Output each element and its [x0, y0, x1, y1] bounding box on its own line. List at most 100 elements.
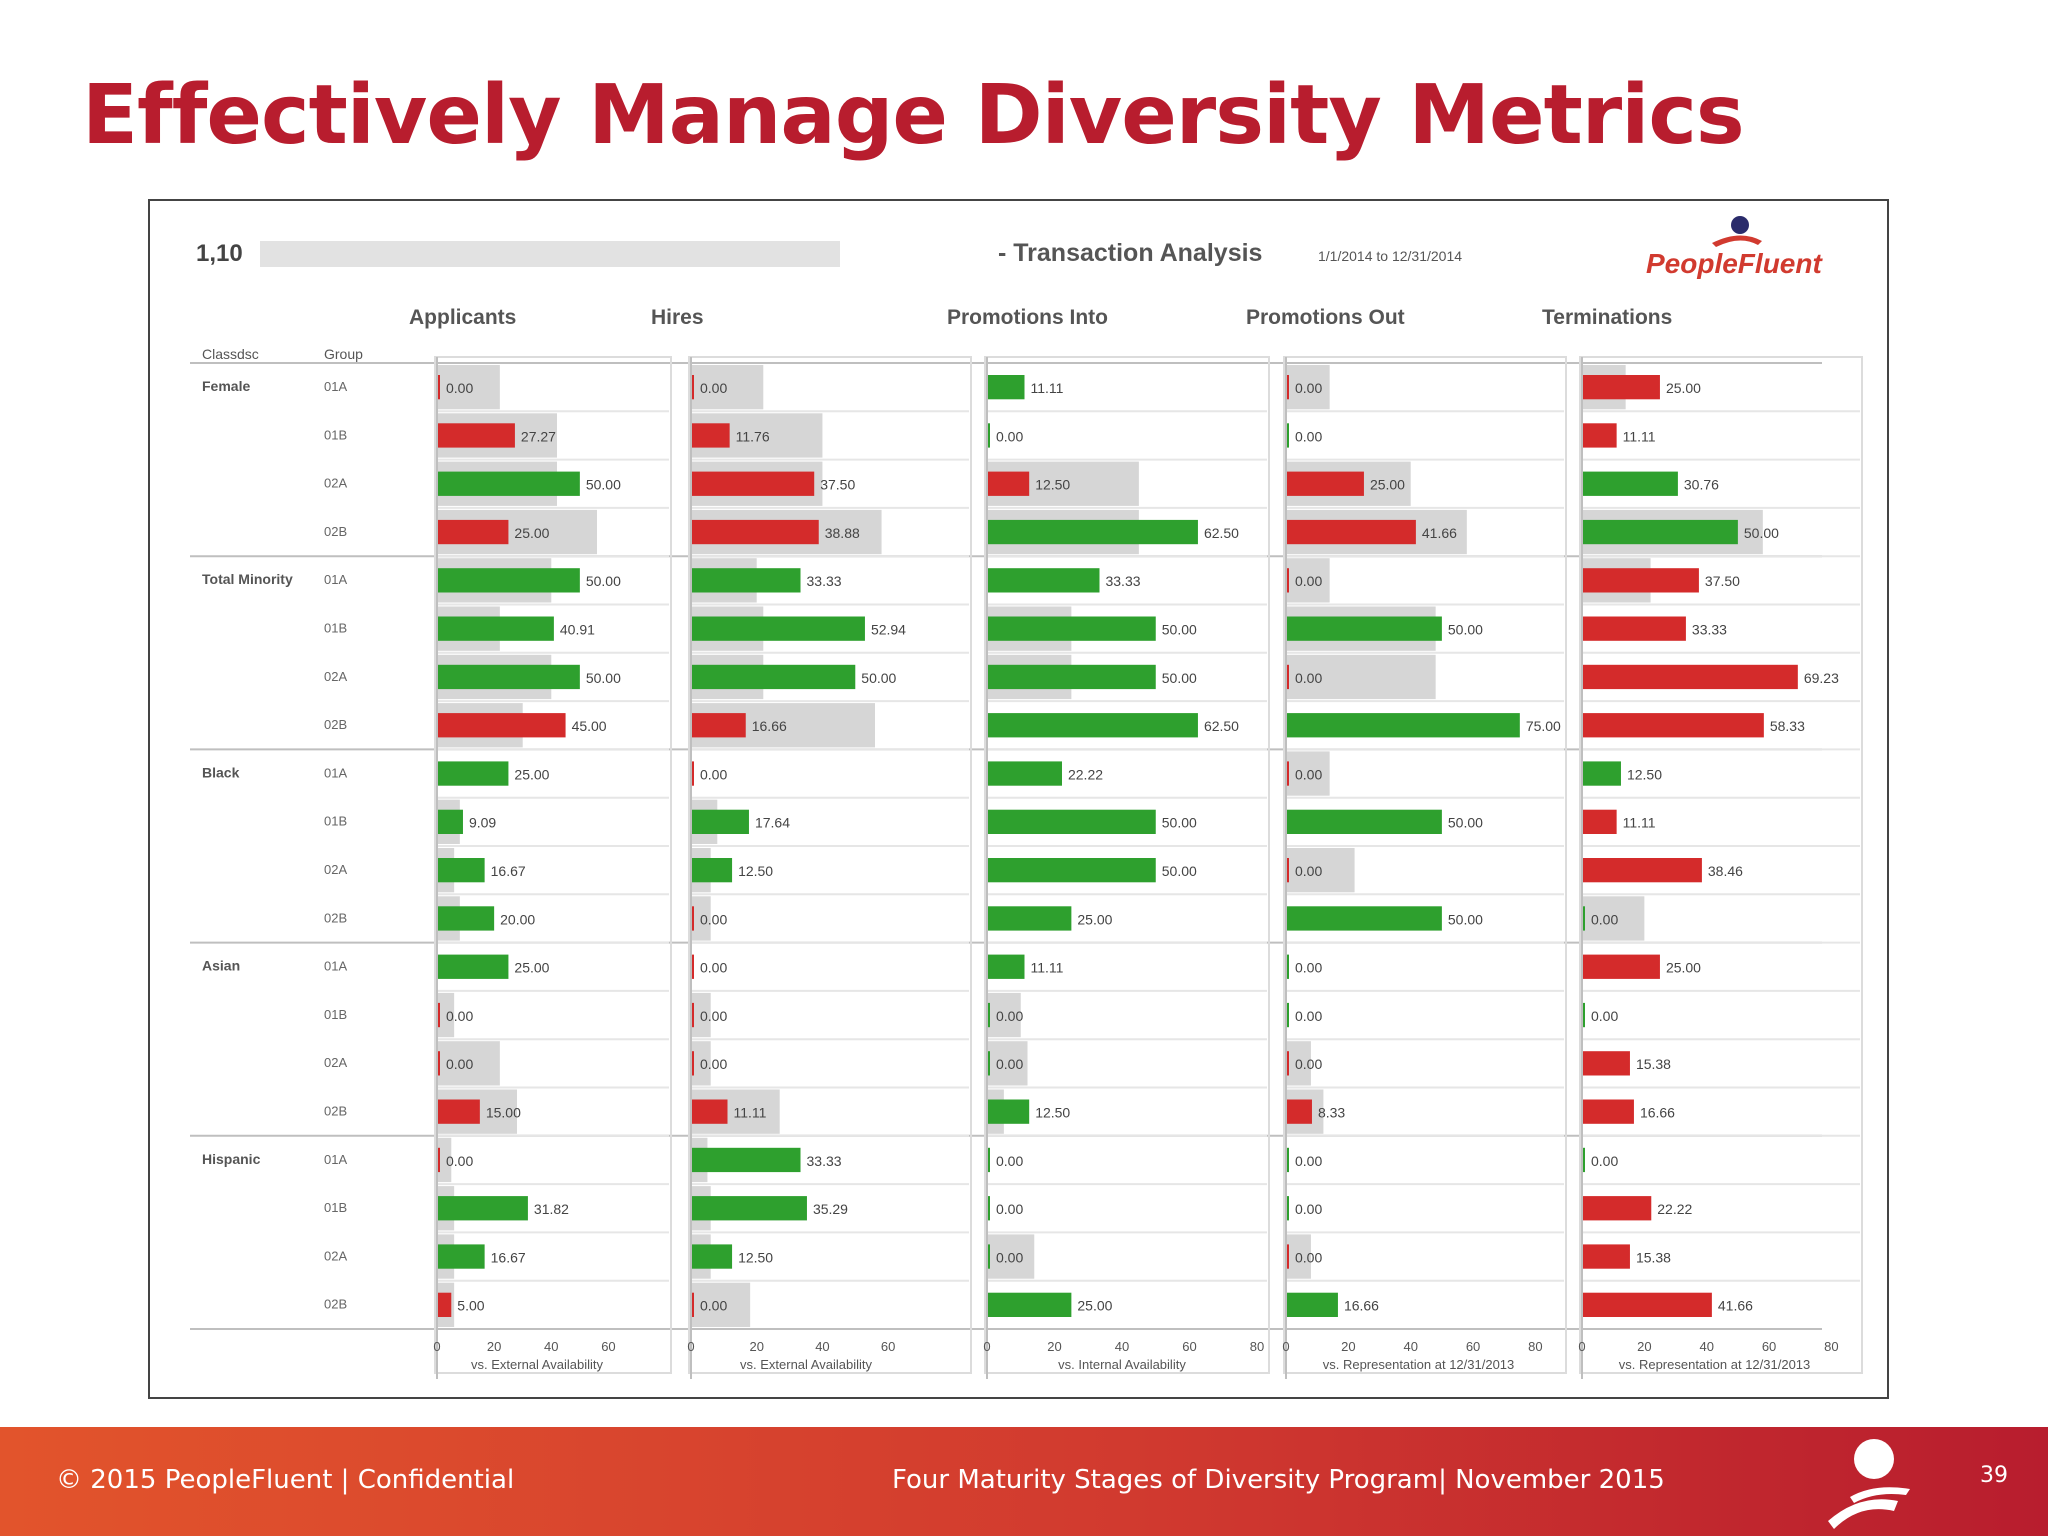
- value-bar: [1582, 1196, 1652, 1221]
- peoplefluent-logo: PeopleFluent: [1646, 216, 1823, 279]
- panel-promotions-into: Promotions Into 11.11 0.00 12.50 62.50 33.33 5…: [947, 306, 1270, 1379]
- value-bar: [437, 761, 509, 786]
- value-label: 8.33: [1318, 1105, 1345, 1121]
- value-label: 31.82: [534, 1201, 569, 1217]
- value-label: 0.00: [1295, 1249, 1322, 1265]
- baseline-bar: [1582, 896, 1645, 941]
- group-label: 02B: [324, 1297, 347, 1312]
- tick-label: 0: [687, 1339, 694, 1354]
- value-label: 38.46: [1708, 863, 1743, 879]
- value-bar: [691, 1002, 694, 1028]
- tick-label: 60: [1762, 1339, 1776, 1354]
- slide-title: Effectively Manage Diversity Metrics: [82, 68, 1745, 163]
- value-bar: [987, 664, 1156, 690]
- value-bar: [437, 568, 580, 593]
- tick-label: 0: [433, 1339, 440, 1354]
- footer-program: Four Maturity Stages of Diversity Progra…: [892, 1465, 1665, 1495]
- value-bar: [437, 809, 463, 834]
- value-label: 16.66: [752, 718, 787, 734]
- tick-label: 0: [983, 1339, 990, 1354]
- class-label: Female: [202, 378, 250, 394]
- value-bar: [987, 1147, 990, 1173]
- group-label: 01A: [324, 959, 347, 974]
- report-frame: 1,10 - Transaction Analysis 1/1/2014 to …: [148, 199, 1889, 1399]
- report-id: 1,10: [196, 240, 243, 267]
- report-title: - Transaction Analysis: [998, 239, 1262, 267]
- value-label: 50.00: [1448, 815, 1483, 831]
- value-bar: [437, 954, 509, 979]
- panel-title: Terminations: [1542, 306, 1672, 329]
- value-bar: [1286, 761, 1289, 786]
- x-axis-label: vs. External Availability: [740, 1357, 872, 1372]
- value-label: 20.00: [500, 911, 535, 927]
- value-label: 62.50: [1204, 525, 1239, 541]
- group-label: 01A: [324, 572, 347, 587]
- group-label: 02B: [324, 717, 347, 732]
- panel-promotions-out: Promotions Out 0.00 0.00 25.00 41.66 0.00 50.0…: [1246, 306, 1567, 1379]
- tick-label: 20: [1341, 1339, 1355, 1354]
- value-bar: [1286, 906, 1442, 931]
- value-label: 0.00: [1295, 960, 1322, 976]
- value-bar: [691, 906, 694, 931]
- group-label: 01B: [324, 1007, 347, 1022]
- value-label: 25.00: [1077, 911, 1112, 927]
- value-label: 9.09: [469, 815, 496, 831]
- value-bar: [1286, 568, 1289, 593]
- classdsc-header: Classdsc: [202, 346, 259, 362]
- x-axis-label: vs. External Availability: [471, 1357, 603, 1372]
- value-label: 0.00: [1295, 670, 1322, 686]
- panel-applicants: Applicants 0.00 27.27 50.00 25.00 50.00 40.91 5…: [409, 306, 672, 1379]
- value-label: 30.76: [1684, 477, 1719, 493]
- value-label: 69.23: [1804, 670, 1839, 686]
- value-label: 38.88: [825, 525, 860, 541]
- value-bar: [691, 858, 733, 883]
- group-label: 02A: [324, 476, 347, 491]
- value-label: 16.67: [491, 863, 526, 879]
- value-label: 0.00: [1295, 380, 1322, 396]
- value-label: 0.00: [1591, 1008, 1618, 1024]
- value-label: 0.00: [1295, 428, 1322, 444]
- value-bar: [437, 375, 440, 400]
- value-label: 50.00: [1448, 911, 1483, 927]
- value-bar: [691, 1147, 801, 1173]
- value-label: 33.33: [807, 573, 842, 589]
- value-label: 0.00: [1591, 1153, 1618, 1169]
- value-label: 25.00: [1666, 960, 1701, 976]
- value-label: 45.00: [572, 718, 607, 734]
- baseline-bar: [691, 992, 711, 1038]
- value-label: 0.00: [1295, 1008, 1322, 1024]
- value-bar: [1286, 713, 1520, 738]
- class-label: Asian: [202, 958, 240, 974]
- baseline-bar: [1286, 1041, 1311, 1086]
- value-bar: [437, 1002, 440, 1028]
- group-label: 02A: [324, 669, 347, 684]
- value-bar: [1582, 375, 1660, 400]
- value-label: 50.00: [586, 670, 621, 686]
- tick-label: 80: [1824, 1339, 1838, 1354]
- tick-label: 40: [1403, 1339, 1417, 1354]
- value-bar: [987, 1051, 990, 1076]
- panel-outline: [434, 356, 672, 1374]
- value-label: 50.00: [1162, 863, 1197, 879]
- value-label: 11.11: [1623, 815, 1656, 831]
- group-label: 02A: [324, 1055, 347, 1070]
- baseline-bar: [987, 1234, 1035, 1279]
- value-bar: [987, 616, 1156, 641]
- value-bar: [1286, 1244, 1289, 1269]
- group-label: 01A: [324, 379, 347, 394]
- value-bar: [1286, 471, 1364, 496]
- value-label: 25.00: [514, 766, 549, 782]
- group-label: 02B: [324, 524, 347, 539]
- baseline-bar: [1286, 654, 1436, 700]
- value-label: 0.00: [700, 1008, 727, 1024]
- value-label: 50.00: [1744, 525, 1779, 541]
- group-label: 01B: [324, 621, 347, 636]
- tick-label: 60: [1466, 1339, 1480, 1354]
- value-bar: [1582, 858, 1702, 883]
- value-label: 0.00: [1295, 1056, 1322, 1072]
- value-label: 15.38: [1636, 1056, 1671, 1072]
- value-label: 35.29: [813, 1201, 848, 1217]
- value-label: 0.00: [996, 428, 1023, 444]
- panel-outline: [688, 356, 972, 1374]
- value-label: 52.94: [871, 622, 906, 638]
